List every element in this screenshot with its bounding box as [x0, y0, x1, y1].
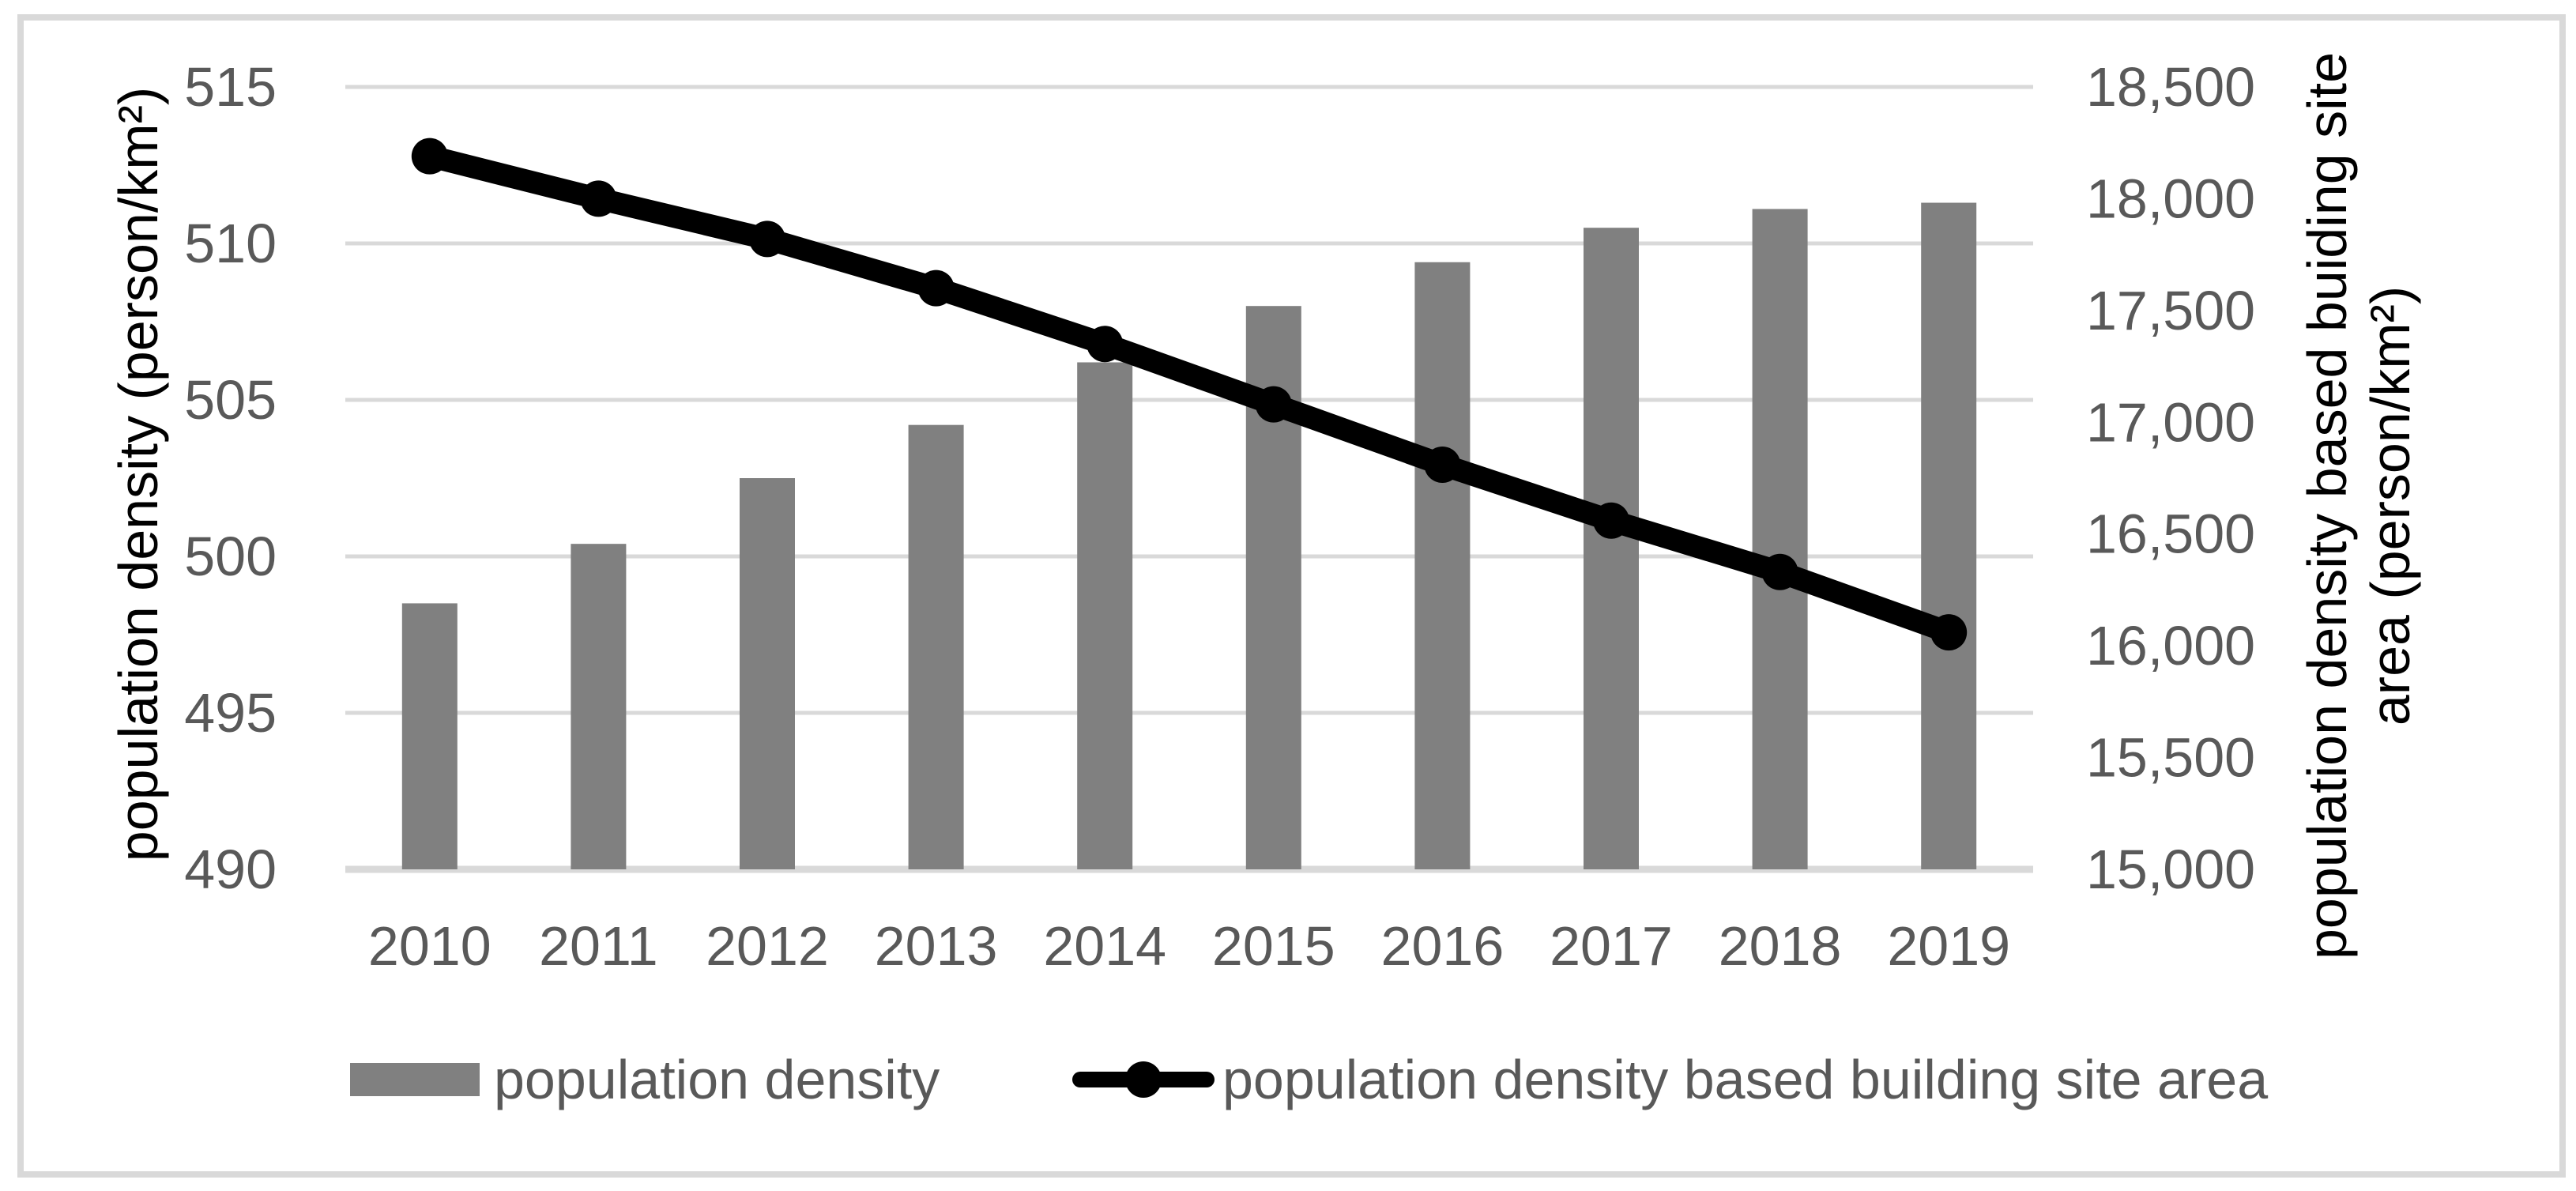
marker-2013: [917, 269, 955, 307]
line-swatch-dot: [1125, 1061, 1162, 1098]
right-tick-label-16000: 16,000: [2086, 615, 2255, 677]
right-axis-title: population density based buiding site ar…: [2295, 52, 2422, 959]
x-tick-label-2016: 2016: [1381, 915, 1505, 977]
marker-2019: [1930, 614, 1968, 651]
left-tick-label-505: 505: [184, 369, 277, 431]
x-tick-label-2014: 2014: [1043, 915, 1166, 977]
bar-2014: [1077, 362, 1133, 870]
line-marker-swatch-icon: [1072, 1061, 1215, 1098]
legend-item-building-site-area: population density based building site a…: [1072, 1049, 2268, 1110]
chart-border: [17, 14, 2566, 1178]
bar-2013: [908, 424, 964, 869]
x-tick-label-2015: 2015: [1212, 915, 1335, 977]
x-tick-label-2018: 2018: [1719, 915, 1842, 977]
line-series: [418, 145, 1960, 644]
right-tick-label-15000: 15,000: [2086, 839, 2255, 900]
marker-2010: [411, 138, 448, 175]
marker-2016: [1424, 447, 1461, 484]
bar-2019: [1921, 202, 1977, 869]
left-tick-label-495: 495: [184, 682, 277, 744]
right-tick-label-18500: 18,500: [2086, 56, 2255, 118]
left-tick-label-515: 515: [184, 56, 277, 118]
legend-label-population-density: population density: [494, 1049, 940, 1110]
left-tick-label-490: 490: [184, 839, 277, 900]
x-tick-label-2012: 2012: [706, 915, 829, 977]
right-tick-label-18000: 18,000: [2086, 168, 2255, 229]
marker-2011: [580, 180, 617, 217]
legend-label-building-site-area: population density based building site a…: [1222, 1049, 2269, 1110]
right-tick-label-16500: 16,500: [2086, 503, 2255, 565]
marker-2012: [749, 220, 785, 258]
marker-2018: [1761, 553, 1798, 590]
bar-2012: [740, 478, 795, 869]
left-axis-title-text: population density (person/km²): [107, 86, 169, 862]
bar-2011: [571, 544, 627, 869]
x-tick-label-2011: 2011: [539, 915, 658, 977]
right-tick-label-17000: 17,000: [2086, 391, 2255, 453]
right-tick-label-15500: 15,500: [2086, 727, 2255, 789]
bar-2017: [1584, 228, 1639, 869]
bar-2018: [1752, 209, 1808, 869]
left-tick-label-510: 510: [184, 213, 277, 274]
bar-swatch-icon: [350, 1063, 480, 1096]
marker-2014: [1087, 326, 1124, 363]
bar-2016: [1414, 262, 1471, 869]
right-axis-title-line2: area (person/km²): [2359, 285, 2421, 726]
bar-2010: [401, 603, 458, 869]
x-tick-label-2017: 2017: [1550, 915, 1673, 977]
x-tick-label-2019: 2019: [1887, 915, 2010, 977]
left-axis-title: population density (person/km²): [107, 87, 170, 861]
left-tick-label-500: 500: [184, 526, 277, 587]
marker-2015: [1255, 386, 1292, 423]
right-axis-title-line1: population density based buiding site: [2296, 51, 2358, 960]
right-tick-label-17500: 17,500: [2086, 280, 2255, 341]
marker-2017: [1593, 502, 1629, 539]
x-tick-label-2013: 2013: [875, 915, 998, 977]
x-tick-label-2010: 2010: [368, 915, 491, 977]
legend-item-population-density: population density: [350, 1049, 940, 1110]
